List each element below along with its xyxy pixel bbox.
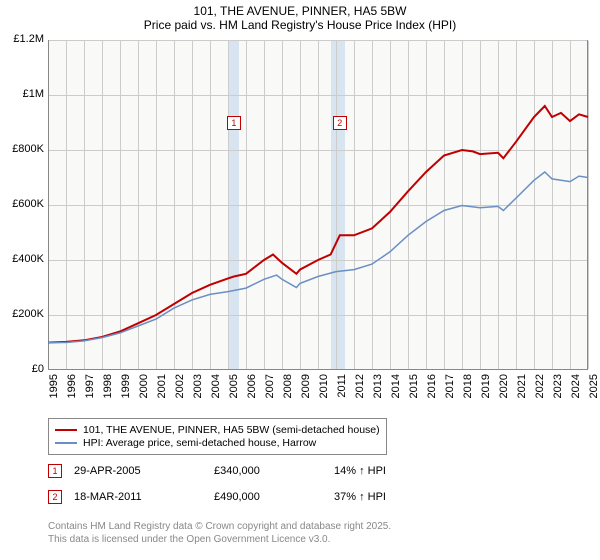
x-axis-label: 2001 xyxy=(156,374,168,404)
x-axis-label: 2008 xyxy=(282,374,294,404)
x-axis-label: 2023 xyxy=(552,374,564,404)
y-axis-label: £1.2M xyxy=(0,33,44,45)
sale-row-marker: 1 xyxy=(48,464,62,478)
x-axis-label: 2011 xyxy=(336,374,348,404)
sale-marker-1: 1 xyxy=(227,116,241,130)
legend-label: HPI: Average price, semi-detached house,… xyxy=(83,437,316,449)
x-axis-label: 2017 xyxy=(444,374,456,404)
y-axis-label: £0 xyxy=(0,363,44,375)
x-axis-label: 2019 xyxy=(480,374,492,404)
x-axis-label: 1996 xyxy=(66,374,78,404)
x-axis-label: 2004 xyxy=(210,374,222,404)
sale-marker-2: 2 xyxy=(333,116,347,130)
sale-price: £340,000 xyxy=(214,465,334,477)
series-hpi xyxy=(48,172,588,343)
copyright-line-2: This data is licensed under the Open Gov… xyxy=(48,533,391,546)
sale-row: 2 18-MAR-2011£490,00037% ↑ HPI xyxy=(48,490,386,504)
x-axis-label: 2020 xyxy=(498,374,510,404)
x-axis-label: 1999 xyxy=(120,374,132,404)
y-axis-label: £400K xyxy=(0,253,44,265)
y-axis-label: £800K xyxy=(0,143,44,155)
legend-item: HPI: Average price, semi-detached house,… xyxy=(55,437,380,449)
sale-row-marker: 2 xyxy=(48,490,62,504)
y-axis-label: £200K xyxy=(0,308,44,320)
y-axis-label: £1M xyxy=(0,88,44,100)
chart-container: 101, THE AVENUE, PINNER, HA5 5BW Price p… xyxy=(0,0,600,560)
sale-hpi-delta: 14% ↑ HPI xyxy=(334,465,386,477)
x-axis-label: 2009 xyxy=(300,374,312,404)
legend-swatch xyxy=(55,429,77,431)
x-axis-label: 2022 xyxy=(534,374,546,404)
sale-row: 1 29-APR-2005£340,00014% ↑ HPI xyxy=(48,464,386,478)
x-axis-label: 2010 xyxy=(318,374,330,404)
sale-price: £490,000 xyxy=(214,491,334,503)
legend-swatch xyxy=(55,442,77,444)
sale-date: 29-APR-2005 xyxy=(74,465,214,477)
legend-item: 101, THE AVENUE, PINNER, HA5 5BW (semi-d… xyxy=(55,424,380,436)
sale-hpi-delta: 37% ↑ HPI xyxy=(334,491,386,503)
copyright-line-1: Contains HM Land Registry data © Crown c… xyxy=(48,520,391,533)
x-axis-label: 2021 xyxy=(516,374,528,404)
x-axis-label: 2003 xyxy=(192,374,204,404)
x-axis-label: 1995 xyxy=(48,374,60,404)
x-axis-label: 2005 xyxy=(228,374,240,404)
copyright-notice: Contains HM Land Registry data © Crown c… xyxy=(48,520,391,546)
x-axis-label: 1998 xyxy=(102,374,114,404)
sale-date: 18-MAR-2011 xyxy=(74,491,214,503)
x-axis-label: 2000 xyxy=(138,374,150,404)
x-axis-label: 2013 xyxy=(372,374,384,404)
x-axis-label: 2016 xyxy=(426,374,438,404)
legend: 101, THE AVENUE, PINNER, HA5 5BW (semi-d… xyxy=(48,418,387,455)
y-axis-label: £600K xyxy=(0,198,44,210)
x-axis-label: 2024 xyxy=(570,374,582,404)
x-axis-label: 2025 xyxy=(588,374,600,404)
x-axis-label: 2018 xyxy=(462,374,474,404)
x-axis-label: 2006 xyxy=(246,374,258,404)
x-axis-label: 2015 xyxy=(408,374,420,404)
x-axis-label: 2007 xyxy=(264,374,276,404)
legend-label: 101, THE AVENUE, PINNER, HA5 5BW (semi-d… xyxy=(83,424,380,436)
x-axis-label: 2012 xyxy=(354,374,366,404)
x-axis-label: 2002 xyxy=(174,374,186,404)
x-axis-label: 2014 xyxy=(390,374,402,404)
series-price_paid xyxy=(48,106,588,343)
x-axis-label: 1997 xyxy=(84,374,96,404)
